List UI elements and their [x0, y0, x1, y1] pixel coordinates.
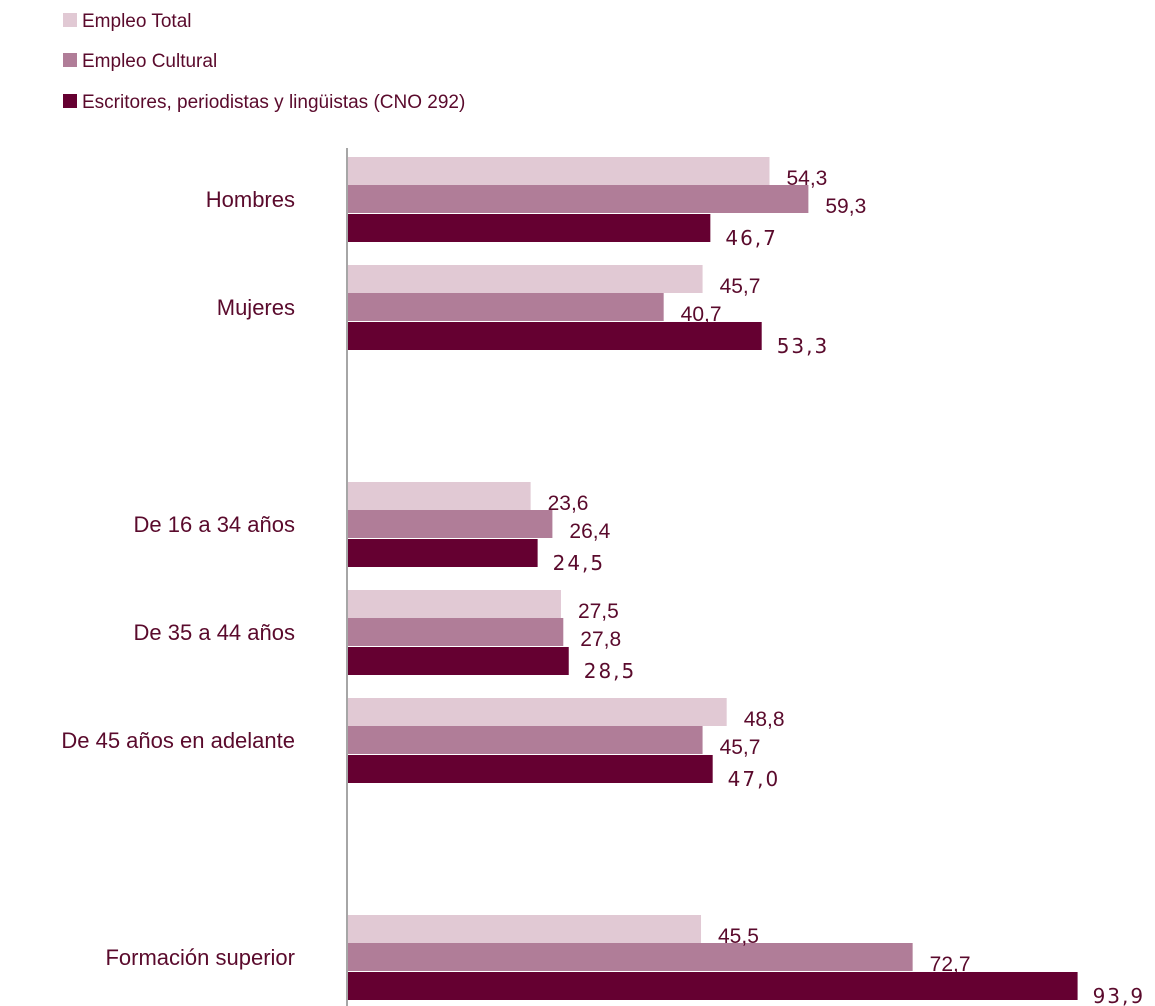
value-label: 54,3 [786, 167, 827, 190]
value-label: 48,8 [744, 708, 785, 731]
category-label: De 35 a 44 años [134, 620, 295, 645]
value-label: 23,6 [548, 492, 589, 515]
value-label: 27,8 [580, 628, 621, 651]
value-label: 28,5 [584, 659, 637, 683]
value-label: 46,7 [725, 226, 778, 250]
category-label: Hombres [206, 187, 295, 212]
category-label: Formación superior [105, 945, 295, 970]
legend-label-2: Empleo Cultural [82, 51, 217, 72]
value-label: 45,7 [720, 275, 761, 298]
legend-swatch-1 [63, 13, 77, 27]
value-label: 59,3 [825, 195, 866, 218]
category-label: De 45 años en adelante [61, 728, 295, 753]
value-label: 93,9 [1093, 984, 1146, 1006]
value-label: 26,4 [569, 520, 610, 543]
legend-swatch-3 [63, 94, 77, 108]
bar [347, 293, 664, 321]
bar [347, 214, 711, 242]
value-label: 45,5 [718, 925, 759, 948]
value-label: 72,7 [930, 953, 971, 976]
value-label: 53,3 [777, 334, 830, 358]
bar [347, 157, 770, 185]
legend: Empleo Total Empleo Cultural Escritores, p… [63, 11, 465, 113]
bar [347, 915, 702, 943]
bar [347, 726, 703, 754]
bar [347, 185, 809, 213]
bar [347, 698, 727, 726]
value-label: 24,5 [553, 551, 606, 575]
bar [347, 265, 703, 293]
bar [347, 618, 564, 646]
legend-label-3: Escritores, periodistas y lingüistas (CN… [82, 92, 465, 113]
value-label: 40,7 [681, 303, 722, 326]
bar [347, 482, 531, 510]
bars [347, 157, 1078, 1000]
legend-swatch-2 [63, 53, 77, 67]
bar [347, 590, 561, 618]
bar [347, 647, 569, 675]
bar [347, 972, 1078, 1000]
category-label: Mujeres [217, 295, 295, 320]
value-label: 45,7 [720, 736, 761, 759]
legend-label-1: Empleo Total [82, 11, 192, 32]
bar [347, 755, 713, 783]
value-label: 27,5 [578, 600, 619, 623]
category-labels: Hombres Mujeres De 16 a 34 años De 35 a 44 … [61, 187, 295, 970]
bar [347, 322, 762, 350]
value-labels: 54,3 59,3 46,7 45,7 40,7 53,3 23,6 26,4 24,5 27,5… [548, 167, 1146, 1006]
value-label: 47,0 [728, 767, 781, 791]
bar [347, 943, 913, 971]
bar [347, 510, 553, 538]
bar [347, 539, 538, 567]
category-label: De 16 a 34 años [134, 512, 295, 537]
